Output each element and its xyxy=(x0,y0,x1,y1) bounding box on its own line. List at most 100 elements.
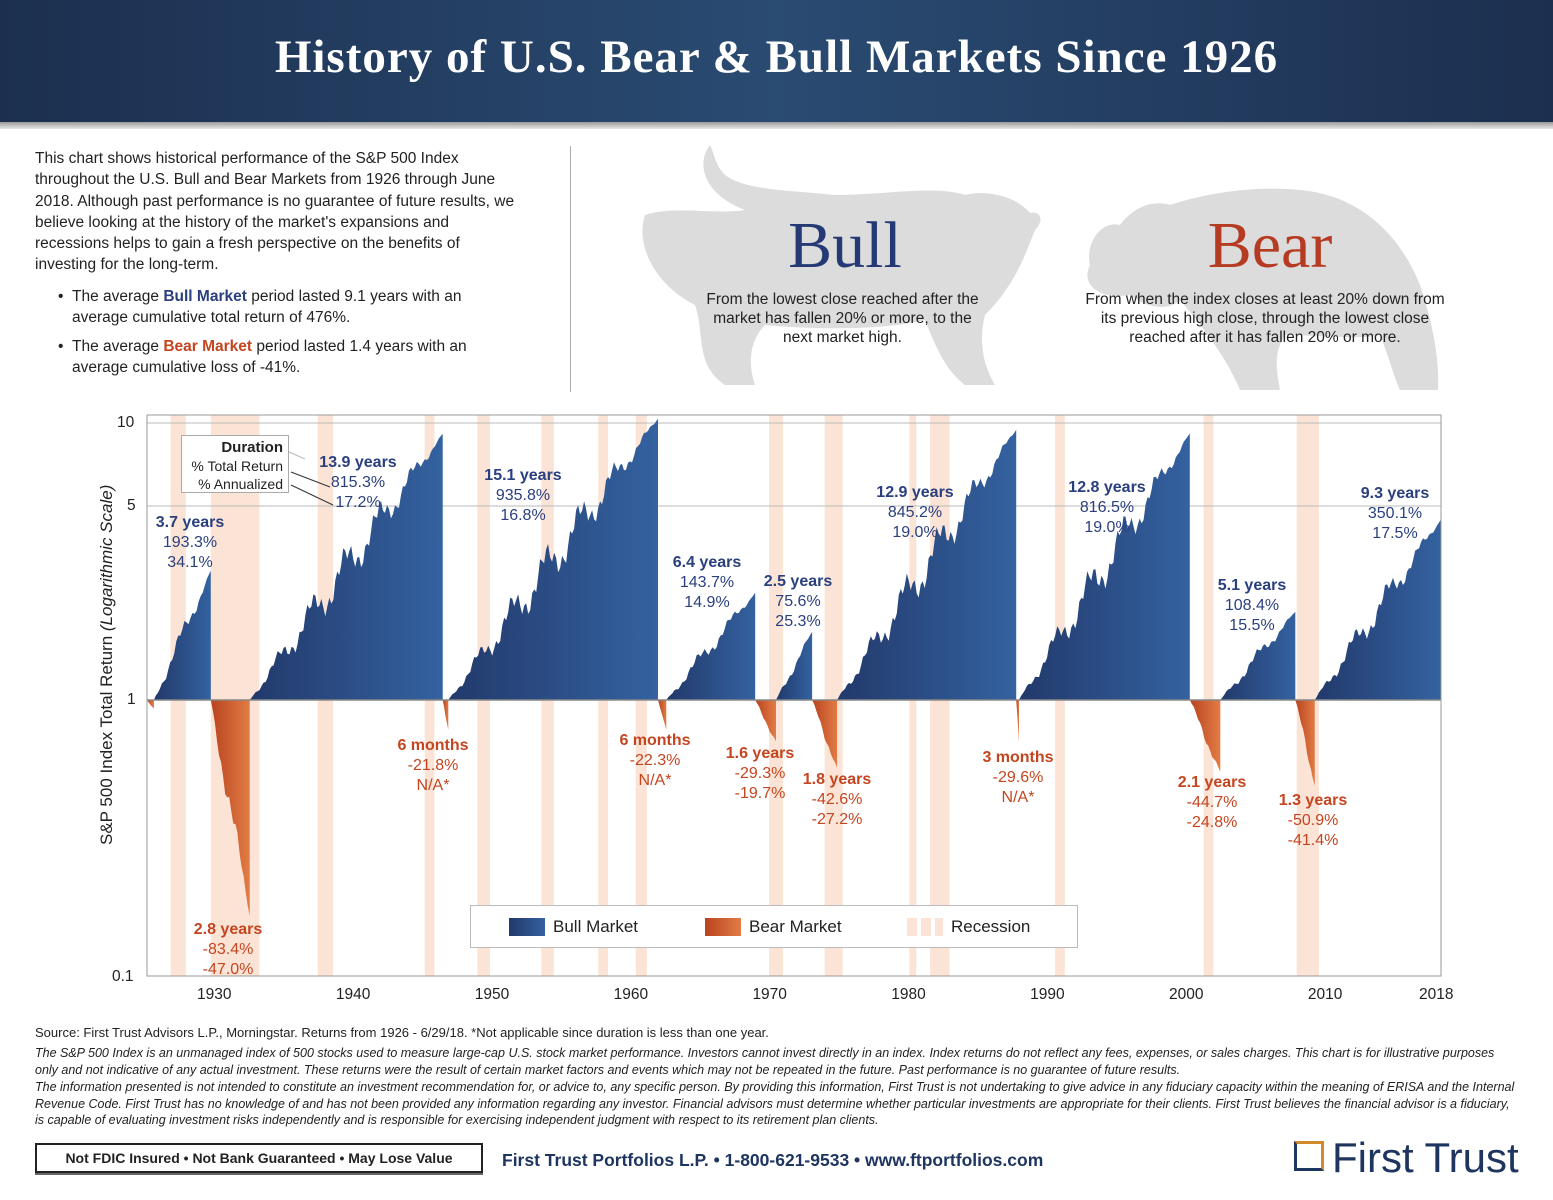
bear-market-label: 1.6 years -29.3% -19.7% xyxy=(726,744,795,804)
legend-recession-swatch xyxy=(907,918,943,936)
total-return-label: 845.2% xyxy=(887,504,943,521)
x-tick-label: 1940 xyxy=(335,986,371,1003)
annualized-return-label: 34.1% xyxy=(167,554,213,571)
summary-bullets: The average Bull Market period lasted 9.… xyxy=(56,286,476,385)
bull-heading: Bull xyxy=(788,209,902,282)
total-return-label: -50.9% xyxy=(1287,812,1339,829)
total-return-label: 816.5% xyxy=(1079,499,1135,516)
bear-market-label: 2.1 years -44.7% -24.8% xyxy=(1178,773,1247,833)
x-tick-label: 1980 xyxy=(891,986,926,1003)
bear-market-area xyxy=(442,700,449,730)
bear-market-area xyxy=(210,700,250,916)
duration-label: 12.8 years xyxy=(1068,479,1146,496)
duration-label: 6 months xyxy=(619,732,691,749)
legend-bull-swatch xyxy=(509,918,545,936)
annualized-return-label: N/A* xyxy=(638,772,672,789)
bull-market-label: 5.1 years 108.4% 15.5% xyxy=(1218,576,1287,636)
total-return-label: -22.3% xyxy=(629,752,681,769)
bear-market-area xyxy=(146,700,154,709)
duration-label: 13.9 years xyxy=(319,454,397,471)
duration-label: 3 months xyxy=(982,749,1054,766)
key-leader-annualized xyxy=(290,484,334,506)
annualized-return-label: -41.4% xyxy=(1287,832,1339,849)
bull-market-label: 9.3 years 350.1% 17.5% xyxy=(1361,484,1430,544)
duration-label: 9.3 years xyxy=(1360,485,1430,502)
duration-label: 12.9 years xyxy=(876,484,954,501)
fdic-notice: Not FDIC Insured • Not Bank Guaranteed •… xyxy=(35,1143,483,1173)
annualized-return-label: 15.5% xyxy=(1229,617,1275,634)
duration-label: 6 months xyxy=(397,737,469,754)
duration-label: 3.7 years xyxy=(155,514,225,531)
bear-market-label: 3 months -29.6% N/A* xyxy=(982,748,1053,808)
annualized-return-label: 17.2% xyxy=(335,494,381,511)
total-return-label: -83.4% xyxy=(202,941,254,958)
x-tick-label: 1970 xyxy=(752,986,787,1003)
recession-band xyxy=(210,415,260,976)
bull-market-label: 13.9 years 815.3% 17.2% xyxy=(319,453,396,513)
total-return-label: 193.3% xyxy=(162,534,218,551)
legend-recession-label: Recession xyxy=(951,917,1031,936)
disclaimer-advice: The information presented is not intende… xyxy=(35,1080,1515,1127)
recession-band xyxy=(769,415,783,976)
bear-market-area xyxy=(755,700,776,742)
bear-definition: From when the index closes at least 20% … xyxy=(1085,291,1445,346)
bear-market-label: 1.3 years -50.9% -41.4% xyxy=(1279,791,1348,851)
bear-market-area xyxy=(812,700,838,768)
annualized-return-label: -27.2% xyxy=(811,811,863,828)
x-tick-label: 2010 xyxy=(1307,986,1343,1003)
legend-bull-label: Bull Market xyxy=(553,917,639,936)
duration-label: 1.8 years xyxy=(802,771,872,788)
bull-market-area xyxy=(249,433,443,700)
total-return-label: 143.7% xyxy=(679,574,735,591)
duration-label: 6.4 years xyxy=(672,554,742,571)
total-return-label: 935.8% xyxy=(495,487,551,504)
market-areas xyxy=(146,418,1442,916)
bull-market-area xyxy=(1018,433,1190,700)
total-return-label: 815.3% xyxy=(330,474,386,491)
total-return-label: -29.3% xyxy=(734,765,786,782)
annualized-return-label: -24.8% xyxy=(1186,814,1238,831)
duration-label: 5.1 years xyxy=(1217,577,1287,594)
disclaimer-index: The S&P 500 Index is an unmanaged index … xyxy=(35,1046,1495,1077)
header-banner xyxy=(0,0,1553,122)
bull-silhouette-icon xyxy=(642,145,1041,385)
bull-summary: The average Bull Market period lasted 9.… xyxy=(56,286,476,329)
annualized-return-label: -19.7% xyxy=(734,785,786,802)
annualized-return-label: 19.0% xyxy=(892,524,938,541)
y-tick-label: 5 xyxy=(127,497,136,515)
total-return-label: -29.6% xyxy=(992,769,1044,786)
y-tick-label: 1 xyxy=(127,691,136,708)
annualized-return-label: 19.0% xyxy=(1084,519,1130,536)
bear-market-label: 2.8 years -83.4% -47.0% xyxy=(194,920,263,980)
bear-market-area xyxy=(1189,700,1221,772)
bull-market-area xyxy=(153,570,211,700)
x-tick-label: 2000 xyxy=(1169,986,1204,1003)
recession-band xyxy=(1296,415,1319,976)
y-tick-label: 10 xyxy=(117,414,135,431)
total-return-label: 75.6% xyxy=(775,593,821,610)
bull-market-label: 15.1 years 935.8% 16.8% xyxy=(484,466,561,526)
legend-bear-label: Bear Market xyxy=(749,917,842,936)
key-leader-total xyxy=(290,471,331,488)
market-chart xyxy=(146,414,1442,977)
duration-label: 2.8 years xyxy=(193,921,263,938)
first-trust-logo: First Trust xyxy=(1332,1134,1519,1181)
bull-market-area xyxy=(837,429,1017,700)
bull-market-area xyxy=(775,632,813,700)
legend-bear-swatch xyxy=(705,918,741,936)
annualized-return-label: N/A* xyxy=(416,777,450,794)
bull-market-label: 3.7 years 193.3% 34.1% xyxy=(156,513,225,573)
first-trust-logo-icon xyxy=(1294,1141,1324,1171)
total-return-label: -42.6% xyxy=(811,791,863,808)
x-tick-label: 1950 xyxy=(474,986,510,1003)
bull-market-area xyxy=(1314,519,1442,700)
intro-paragraph: This chart shows historical performance … xyxy=(35,150,515,274)
x-tick-label: 1930 xyxy=(197,986,232,1003)
key-leader-duration xyxy=(288,451,306,460)
section-divider xyxy=(570,146,571,392)
duration-label: 1.6 years xyxy=(725,745,795,762)
bull-market-area xyxy=(1220,611,1296,700)
bear-market-area xyxy=(657,700,667,730)
annualized-return-label: -47.0% xyxy=(202,961,254,978)
bear-market-label: 1.8 years -42.6% -27.2% xyxy=(803,770,872,830)
